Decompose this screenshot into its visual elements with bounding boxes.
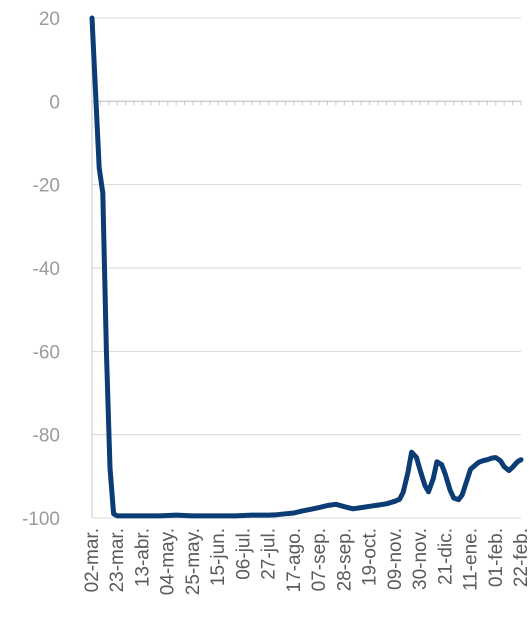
x-tick-label: 28-sep. [334, 528, 355, 591]
x-tick-label: 01-feb. [486, 528, 507, 587]
y-tick-label: -60 [33, 342, 60, 363]
x-tick-label: 21-dic. [435, 528, 456, 585]
y-tick-label: -100 [22, 509, 60, 530]
x-tick-label: 15-jun. [208, 528, 229, 586]
series-line [89, 15, 524, 519]
y-tick-label: 0 [49, 92, 60, 113]
x-tick-label: 25-may. [183, 528, 204, 595]
y-tick-label: 20 [39, 9, 60, 30]
y-tick-label: -20 [33, 176, 60, 197]
x-tick-label: 11-ene. [461, 528, 482, 591]
y-tick-label: -40 [33, 259, 60, 280]
gridlines [92, 17, 521, 519]
x-tick-label: 02-mar. [82, 528, 103, 592]
x-tick-label: 06-jul. [233, 528, 254, 580]
x-tick-label: 13-abr. [132, 528, 153, 587]
x-tick-label: 07-sep. [309, 528, 330, 591]
series-group [89, 15, 524, 519]
x-tick-label: 09-nov. [385, 528, 406, 590]
x-tick-label: 19-oct. [360, 528, 381, 586]
x-tick-label: 30-nov. [410, 528, 431, 590]
x-tick-label: 22-feb. [511, 528, 529, 587]
x-tick-label: 27-jul. [259, 528, 280, 580]
x-tick-label: 04-may. [158, 528, 179, 595]
axes [91, 18, 522, 518]
x-tick-label: 23-mar. [107, 528, 128, 592]
y-axis-ticks: 20 0 -20 -40 -60 -80 -100 [22, 9, 60, 530]
y-tick-label: -80 [33, 426, 60, 447]
x-tick-label: 17-ago. [284, 528, 305, 592]
x-axis-ticks: 02-mar. 23-mar. 13-abr. 04-may. 25-may. 15-ju… [82, 528, 529, 595]
